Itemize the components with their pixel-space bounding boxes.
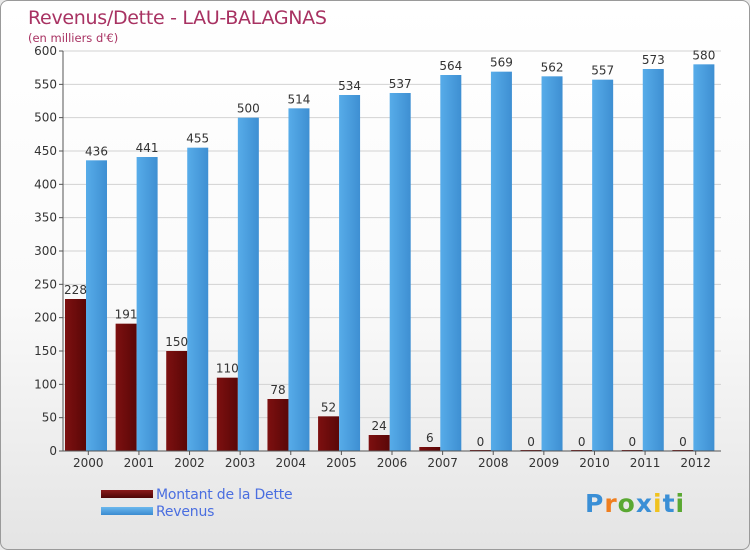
bar-revenus-2007 — [440, 75, 462, 451]
data-label-dette: 0 — [477, 435, 485, 449]
data-label-revenus: 569 — [490, 56, 513, 70]
proxiti-logo: Proxiti — [585, 489, 685, 518]
bar-revenus-2012 — [693, 64, 715, 452]
chart-subtitle: (en milliers d'€) — [28, 31, 119, 45]
data-label-revenus: 514 — [288, 92, 311, 106]
y-tick-label: 300 — [34, 244, 57, 258]
y-tick-label: 500 — [34, 111, 57, 125]
data-label-revenus: 534 — [338, 79, 361, 93]
data-label-dette: 0 — [527, 435, 535, 449]
y-tick-label: 200 — [34, 311, 57, 325]
data-label-revenus: 455 — [186, 132, 209, 146]
data-label-dette: 0 — [578, 435, 586, 449]
bar-dette-2003 — [216, 377, 238, 451]
logo-letter: o — [617, 489, 636, 518]
x-tick-label: 2007 — [427, 456, 458, 470]
bar-dette-2006 — [368, 435, 390, 451]
bar-revenus-2008 — [490, 71, 512, 452]
y-tick-label: 600 — [34, 44, 57, 58]
data-label-dette: 52 — [321, 400, 336, 414]
bar-revenus-2011 — [642, 69, 664, 451]
data-label-revenus: 436 — [85, 144, 108, 158]
bar-revenus-2001 — [136, 157, 158, 451]
data-label-revenus: 562 — [541, 60, 564, 74]
logo-letter: i — [675, 489, 686, 518]
x-tick-label: 2004 — [275, 456, 306, 470]
data-label-revenus: 537 — [389, 77, 412, 91]
data-label-dette: 78 — [270, 383, 285, 397]
y-tick-label: 550 — [34, 77, 57, 91]
y-tick-label: 250 — [34, 277, 57, 291]
x-tick-label: 2012 — [680, 456, 711, 470]
x-tick-label: 2006 — [377, 456, 408, 470]
y-tick-label: 0 — [49, 444, 57, 458]
x-tick-label: 2003 — [225, 456, 256, 470]
x-tick-label: 2000 — [73, 456, 104, 470]
bar-dette-2001 — [115, 323, 137, 451]
data-label-dette: 24 — [372, 419, 387, 433]
data-label-dette: 0 — [628, 435, 636, 449]
bar-revenus-2005 — [339, 95, 361, 451]
x-tick-label: 2002 — [174, 456, 205, 470]
bar-revenus-2002 — [187, 147, 209, 451]
data-label-dette: 228 — [64, 283, 87, 297]
bar-dette-2000 — [65, 299, 86, 451]
bar-dette-2007 — [419, 447, 441, 451]
logo-letter: x — [635, 489, 653, 518]
bar-dette-2005 — [318, 416, 340, 451]
bar-revenus-2010 — [592, 79, 614, 452]
data-label-dette: 0 — [679, 435, 687, 449]
y-tick-label: 400 — [34, 177, 57, 191]
x-tick-label: 2009 — [529, 456, 560, 470]
data-label-dette: 110 — [216, 362, 239, 376]
legend-swatch-revenus — [101, 507, 153, 515]
x-tick-label: 2005 — [326, 456, 357, 470]
logo-letter: r — [604, 489, 618, 518]
data-label-revenus: 564 — [439, 59, 462, 73]
legend-label-dette: Montant de la Dette — [156, 487, 293, 503]
bar-revenus-2003 — [237, 117, 259, 452]
y-tick-label: 150 — [34, 344, 57, 358]
y-tick-label: 450 — [34, 144, 57, 158]
bar-revenus-2004 — [288, 108, 310, 451]
bar-dette-2002 — [166, 351, 188, 451]
legend-swatch-dette — [101, 490, 153, 498]
data-label-dette: 150 — [165, 335, 188, 349]
logo-letter: P — [585, 489, 605, 518]
data-label-revenus: 573 — [642, 53, 665, 67]
data-label-revenus: 557 — [591, 64, 614, 78]
data-label-revenus: 500 — [237, 102, 260, 116]
bar-dette-2004 — [267, 399, 289, 451]
y-tick-label: 350 — [34, 211, 57, 225]
y-tick-label: 100 — [34, 377, 57, 391]
bar-revenus-2009 — [541, 76, 563, 451]
x-tick-label: 2010 — [579, 456, 610, 470]
data-label-dette: 6 — [426, 431, 434, 445]
bar-revenus-2000 — [86, 160, 107, 452]
legend-label-revenus: Revenus — [156, 504, 215, 520]
logo-letter: i — [653, 489, 663, 518]
bar-revenus-2006 — [389, 93, 411, 451]
data-label-dette: 191 — [115, 308, 138, 322]
chart-title: Revenus/Dette - LAU-BALAGNAS — [28, 7, 327, 29]
x-tick-label: 2011 — [630, 456, 661, 470]
y-tick-label: 50 — [42, 411, 57, 425]
logo-letter: t — [662, 489, 676, 518]
data-label-revenus: 580 — [692, 48, 715, 62]
x-tick-label: 2001 — [124, 456, 155, 470]
x-tick-label: 2008 — [478, 456, 509, 470]
data-label-revenus: 441 — [136, 141, 159, 155]
